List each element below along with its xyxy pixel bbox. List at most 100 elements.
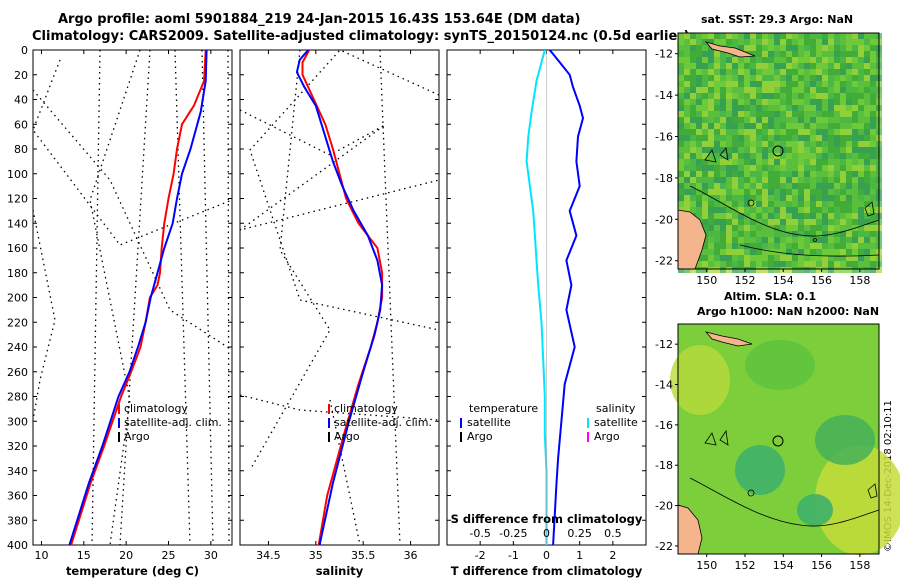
depth-tick-label: 80 <box>14 143 28 156</box>
sst-pixel <box>762 261 768 267</box>
sst-pixel <box>810 57 816 63</box>
sst-pixel <box>750 123 756 129</box>
sst-pixel <box>804 105 810 111</box>
sst-pixel <box>822 171 828 177</box>
sst-pixel <box>702 207 708 213</box>
sst-pixel <box>750 51 756 57</box>
sst-pixel <box>684 123 690 129</box>
sst-pixel <box>690 87 696 93</box>
sst-pixel <box>816 171 822 177</box>
sst-pixel <box>816 261 822 267</box>
sst-pixel <box>732 99 738 105</box>
sst-pixel <box>804 51 810 57</box>
sst-pixel <box>834 267 840 273</box>
sst-pixel <box>816 87 822 93</box>
sst-pixel <box>708 33 714 39</box>
sst-pixel <box>870 51 876 57</box>
sst-pixel <box>804 267 810 273</box>
sst-pixel <box>840 147 846 153</box>
sst-pixel <box>804 207 810 213</box>
sst-pixel <box>696 33 702 39</box>
sst-pixel <box>762 189 768 195</box>
x-tick-label: 10 <box>34 549 48 562</box>
sst-pixel <box>846 45 852 51</box>
sst-pixel <box>852 243 858 249</box>
sst-pixel <box>810 255 816 261</box>
sst-pixel <box>738 225 744 231</box>
sst-pixel <box>840 39 846 45</box>
sst-pixel <box>864 105 870 111</box>
sst-pixel <box>756 261 762 267</box>
sst-pixel <box>678 69 684 75</box>
sst-pixel <box>750 159 756 165</box>
sst-pixel <box>780 63 786 69</box>
depth-tick-label: 320 <box>7 440 28 453</box>
sla-yellow-patch <box>670 345 730 415</box>
sst-pixel <box>828 219 834 225</box>
sst-pixel <box>684 207 690 213</box>
sst-pixel <box>684 33 690 39</box>
sst-pixel <box>702 249 708 255</box>
sst-pixel <box>756 153 762 159</box>
sst-pixel <box>726 147 732 153</box>
sst-pixel <box>810 117 816 123</box>
sst-pixel <box>744 267 750 273</box>
sst-pixel <box>720 81 726 87</box>
sst-pixel <box>846 243 852 249</box>
sst-pixel <box>804 189 810 195</box>
sst-pixel <box>858 159 864 165</box>
sst-pixel <box>798 111 804 117</box>
sst-pixel <box>816 99 822 105</box>
sst-pixel <box>690 69 696 75</box>
sst-pixel <box>678 45 684 51</box>
sst-pixel <box>816 141 822 147</box>
sst-map-title: sat. SST: 29.3 Argo: NaN <box>701 13 854 26</box>
sst-pixel <box>774 177 780 183</box>
sst-pixel <box>852 213 858 219</box>
sst-pixel <box>726 171 732 177</box>
x-tick-label: -2 <box>475 549 486 562</box>
sst-pixel <box>756 117 762 123</box>
sst-pixel <box>780 45 786 51</box>
sst-pixel <box>762 165 768 171</box>
depth-axis-ticks: 0 20 40 60 80 100 120 140 160 180 200 220 240 260 280 3… <box>7 44 646 552</box>
sst-pixel <box>864 69 870 75</box>
sst-pixel <box>732 255 738 261</box>
sst-pixel <box>864 87 870 93</box>
sst-pixel <box>858 135 864 141</box>
sst-pixel <box>750 153 756 159</box>
sst-pixel <box>780 243 786 249</box>
legend-header: salinity <box>596 402 636 415</box>
sst-pixel <box>786 117 792 123</box>
sst-pixel <box>756 45 762 51</box>
sst-pixel <box>744 117 750 123</box>
sst-pixel <box>696 51 702 57</box>
legend-label: satellite <box>594 416 638 429</box>
sst-pixel <box>870 45 876 51</box>
sst-pixel <box>804 177 810 183</box>
legend-label: Argo <box>334 430 360 443</box>
sst-pixel <box>774 255 780 261</box>
sst-pixel <box>786 51 792 57</box>
sst-pixel <box>816 207 822 213</box>
sst-pixel <box>726 219 732 225</box>
sst-pixel <box>720 237 726 243</box>
sst-pixel <box>732 57 738 63</box>
sst-pixel <box>732 69 738 75</box>
legend-label: satellite <box>467 416 511 429</box>
sst-pixel <box>852 81 858 87</box>
sst-pixel <box>822 153 828 159</box>
x-tick-label: 35 <box>309 549 323 562</box>
sst-pixel <box>690 153 696 159</box>
sst-pixel <box>678 51 684 57</box>
sst-pixel <box>732 171 738 177</box>
sst-pixel <box>750 57 756 63</box>
sst-pixel <box>696 75 702 81</box>
sst-pixel <box>738 147 744 153</box>
sst-pixel <box>708 57 714 63</box>
sst-pixel <box>864 189 870 195</box>
sst-pixel <box>762 81 768 87</box>
sst-pixel <box>798 255 804 261</box>
sst-pixel <box>738 63 744 69</box>
sst-pixel <box>732 183 738 189</box>
